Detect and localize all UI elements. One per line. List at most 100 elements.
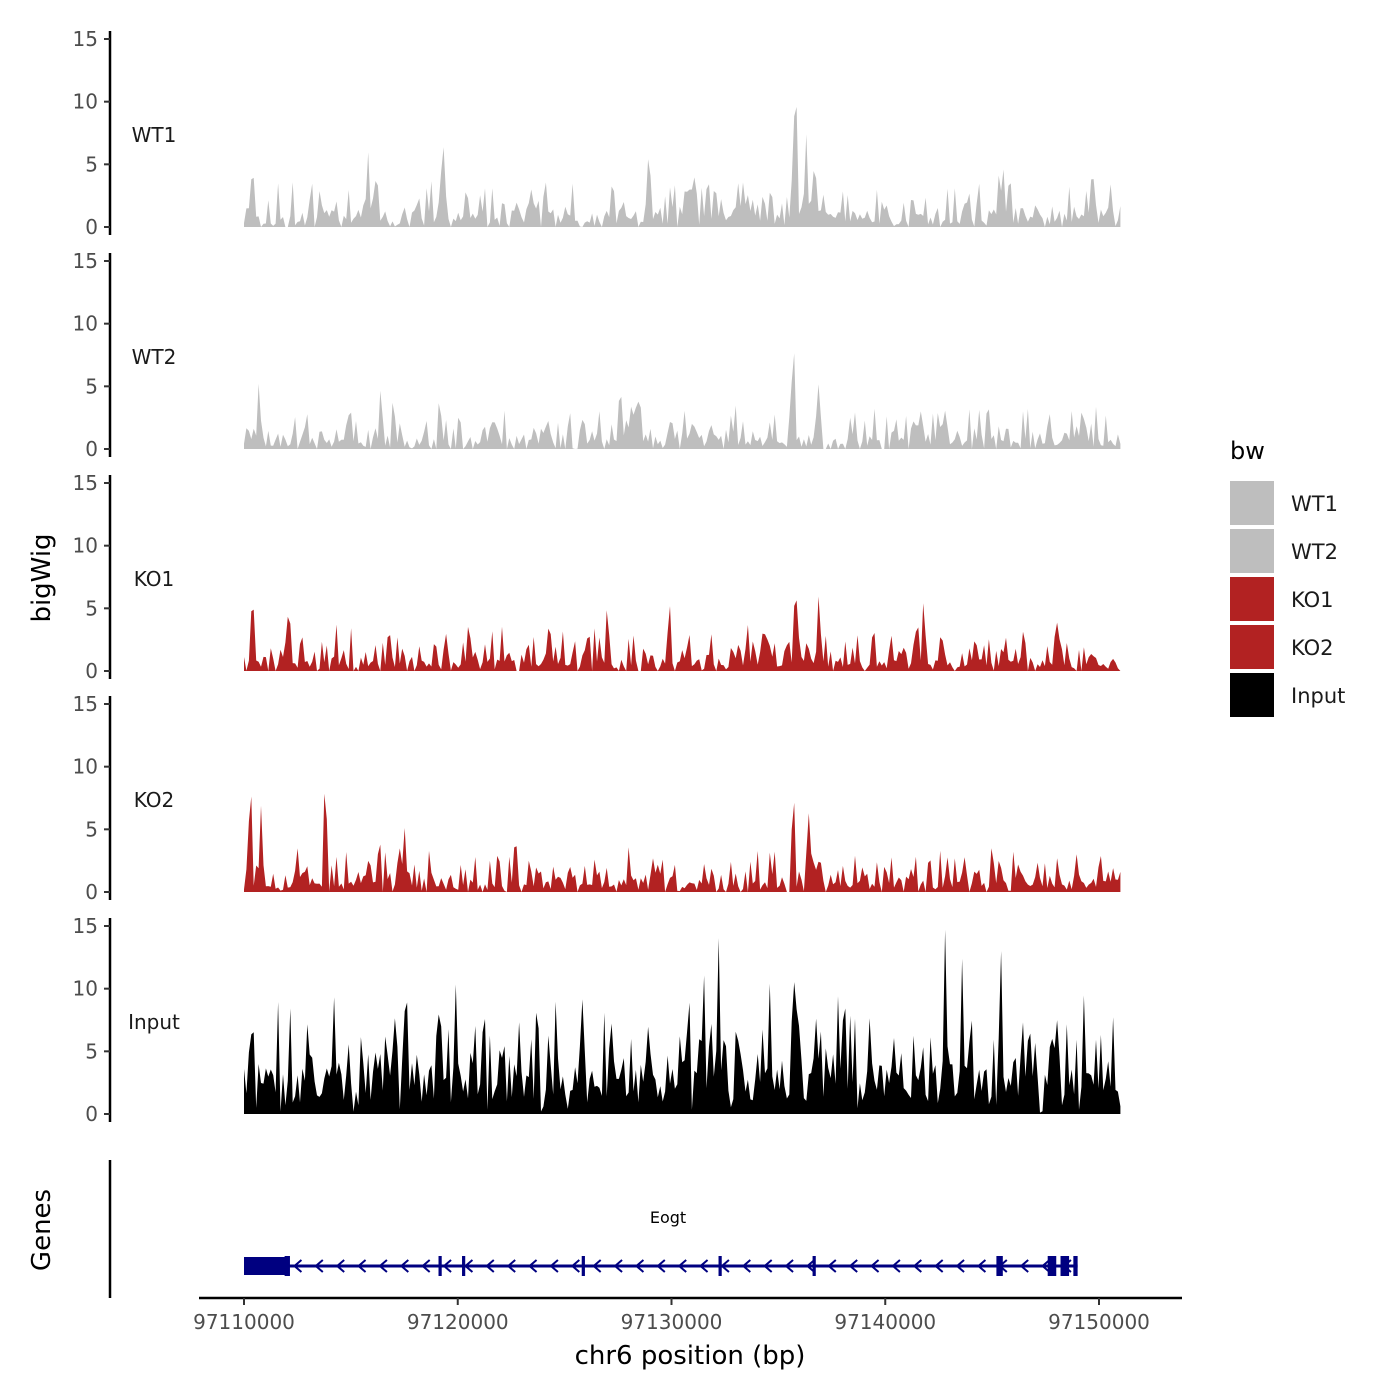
strand-arrow — [1019, 1259, 1029, 1273]
gene-exon — [244, 1257, 289, 1275]
gene-exon — [718, 1256, 722, 1276]
x-axis-title: chr6 position (bp) — [575, 1341, 806, 1371]
coverage-area-ko1 — [244, 596, 1121, 671]
strand-arrow — [912, 1259, 922, 1273]
legend-label-wt1: WT1 — [1291, 492, 1338, 516]
strand-arrow — [399, 1259, 409, 1273]
strand-arrow — [335, 1259, 345, 1273]
track-wt2: 0 5 10 15 WT2 — [73, 249, 1121, 461]
y-tick-label: 10 — [73, 755, 98, 779]
strand-arrow — [1041, 1259, 1051, 1273]
track-wt1: 0 5 10 15 WT1 — [73, 27, 1121, 239]
gene-exon — [462, 1256, 466, 1276]
gene-track: Eogt — [108, 1160, 1078, 1298]
legend-swatch-input — [1230, 673, 1274, 717]
coverage-tracks: 0 5 10 15 WT1 0 5 10 15 WT2 0 5 10 15 KO1 0 5 10 15 KO2 0 5 10… — [73, 27, 1121, 1126]
coverage-area-ko2 — [244, 793, 1121, 892]
track-input: 0 5 10 15 Input — [73, 914, 1121, 1126]
strand-arrow — [976, 1259, 987, 1273]
legend-swatch-wt1 — [1230, 481, 1274, 525]
y-tick-label: 10 — [73, 90, 98, 114]
y-tick-label: 5 — [85, 374, 98, 398]
strand-arrow — [741, 1259, 751, 1273]
strand-arrow — [827, 1259, 837, 1273]
y-tick-label: 0 — [85, 659, 98, 683]
strand-arrow — [292, 1259, 303, 1273]
y-tick-label: 10 — [73, 977, 98, 1001]
x-tick-label: 97120000 — [407, 1310, 509, 1334]
gene-exon — [1047, 1256, 1057, 1276]
legend-label-input: Input — [1291, 684, 1345, 708]
strand-arrow — [378, 1259, 388, 1273]
y-tick-label: 5 — [85, 1039, 98, 1063]
gene-name-label: Eogt — [650, 1208, 686, 1227]
y-tick-label: 0 — [85, 215, 98, 239]
legend-title: bw — [1230, 437, 1265, 465]
strand-arrow — [720, 1259, 730, 1273]
coverage-area-input — [244, 929, 1121, 1114]
strand-arrow — [613, 1259, 623, 1273]
strand-arrow — [891, 1259, 901, 1273]
strand-arrow — [442, 1259, 452, 1273]
gene-exon — [996, 1256, 1003, 1276]
strand-arrow — [677, 1259, 687, 1273]
strand-arrow — [634, 1259, 645, 1273]
strand-arrow — [463, 1259, 474, 1273]
x-tick-label: 97140000 — [834, 1310, 936, 1334]
strand-arrow — [699, 1259, 709, 1273]
legend-label-ko1: KO1 — [1291, 588, 1334, 612]
strand-arrow — [506, 1259, 516, 1273]
track-label: KO1 — [134, 567, 175, 591]
y-tick-label: 15 — [73, 471, 98, 495]
strand-arrow — [805, 1259, 816, 1273]
y-tick-label: 10 — [73, 534, 98, 558]
strand-arrow — [528, 1259, 538, 1273]
strand-arrow — [592, 1259, 602, 1273]
y-tick-label: 15 — [73, 692, 98, 716]
strand-arrow — [934, 1259, 944, 1273]
y-tick-label: 5 — [85, 152, 98, 176]
y-tick-label: 0 — [85, 880, 98, 904]
coverage-area-wt2 — [244, 353, 1121, 449]
y-axis-title: bigWig — [27, 533, 57, 622]
strand-arrow — [955, 1259, 965, 1273]
y-tick-label: 10 — [73, 312, 98, 336]
gene-exon — [1060, 1256, 1070, 1276]
strand-arrow — [421, 1259, 431, 1273]
strand-arrow — [784, 1259, 794, 1273]
legend-label-wt2: WT2 — [1291, 540, 1338, 564]
strand-arrow — [485, 1259, 495, 1273]
y-tick-label: 15 — [73, 27, 98, 51]
y-tick-label: 0 — [85, 437, 98, 461]
y-tick-label: 5 — [85, 596, 98, 620]
strand-arrow — [357, 1259, 367, 1273]
legend-swatch-ko1 — [1230, 577, 1274, 621]
coverage-area-wt1 — [244, 106, 1121, 227]
track-label: Input — [128, 1010, 180, 1034]
track-ko2: 0 5 10 15 KO2 — [73, 692, 1121, 904]
strand-arrow — [763, 1259, 773, 1273]
y-tick-label: 15 — [73, 914, 98, 938]
strand-arrow — [549, 1259, 559, 1273]
strand-arrow — [570, 1259, 580, 1273]
legend-label-ko2: KO2 — [1291, 636, 1334, 660]
y-tick-label: 5 — [85, 817, 98, 841]
track-label: KO2 — [134, 788, 175, 812]
track-label: WT2 — [132, 345, 177, 369]
strand-arrow — [870, 1259, 880, 1273]
strand-arrow — [656, 1259, 666, 1273]
legend-swatch-wt2 — [1230, 529, 1274, 573]
strand-arrow — [848, 1259, 858, 1273]
legend-swatch-ko2 — [1230, 625, 1274, 669]
gene-exon — [1073, 1256, 1078, 1276]
x-tick-label: 97110000 — [193, 1310, 295, 1334]
track-ko1: 0 5 10 15 KO1 — [73, 471, 1121, 683]
gene-exon — [581, 1256, 585, 1276]
gene-exon — [284, 1256, 290, 1276]
y-tick-label: 0 — [85, 1102, 98, 1126]
track-label: WT1 — [132, 123, 177, 147]
x-tick-label: 97130000 — [621, 1310, 723, 1334]
y-tick-label: 15 — [73, 249, 98, 273]
x-tick-label: 97150000 — [1048, 1310, 1150, 1334]
